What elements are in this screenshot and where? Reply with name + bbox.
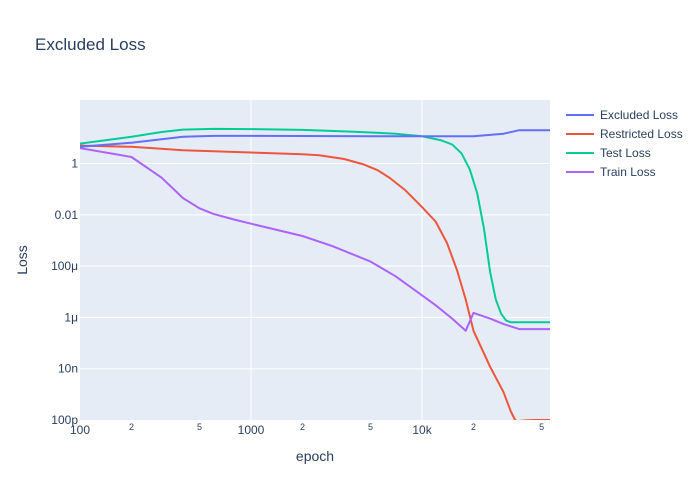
y-tick-label: 100μ bbox=[51, 259, 78, 273]
legend-label-test-loss: Test Loss bbox=[600, 146, 651, 160]
x-minor-tick-label: 2 bbox=[129, 422, 134, 432]
x-minor-tick-label: 5 bbox=[539, 422, 544, 432]
series-line-excluded-loss bbox=[80, 129, 550, 148]
y-tick-label: 10n bbox=[58, 362, 78, 376]
series-line-restricted-loss bbox=[80, 144, 550, 420]
y-tick-label: 100p bbox=[51, 413, 78, 427]
x-minor-tick-label: 2 bbox=[471, 422, 476, 432]
series-layer bbox=[80, 127, 550, 420]
x-tick-label: 1000 bbox=[238, 423, 265, 437]
series-line-test-loss bbox=[80, 127, 550, 324]
x-tick-label: 100 bbox=[70, 423, 90, 437]
x-minor-tick-label: 5 bbox=[368, 422, 373, 432]
y-tick-label: 1 bbox=[71, 157, 78, 171]
plot-area bbox=[80, 100, 550, 420]
chart-title: Excluded Loss bbox=[35, 35, 146, 54]
x-minor-tick-label: 5 bbox=[197, 422, 202, 432]
x-tick-label: 10k bbox=[412, 423, 432, 437]
legend-label-train-loss: Train Loss bbox=[600, 165, 656, 179]
y-axis-ticks: 1 0.01 100μ 1μ 10n 100p bbox=[51, 157, 78, 427]
legend-label-excluded-loss: Excluded Loss bbox=[600, 108, 678, 122]
legend: Excluded Loss Restricted Loss Test Loss Tra… bbox=[566, 108, 683, 179]
series-line-train-loss bbox=[80, 147, 550, 332]
x-axis-title: epoch bbox=[296, 448, 334, 464]
legend-label-restricted-loss: Restricted Loss bbox=[600, 127, 683, 141]
y-tick-label: 1μ bbox=[64, 310, 78, 324]
x-minor-tick-label: 2 bbox=[300, 422, 305, 432]
y-axis-title: Loss bbox=[14, 245, 30, 275]
x-axis-ticks: 100 1000 10k 2 5 2 5 2 5 bbox=[70, 422, 544, 437]
y-tick-label: 0.01 bbox=[55, 208, 79, 222]
